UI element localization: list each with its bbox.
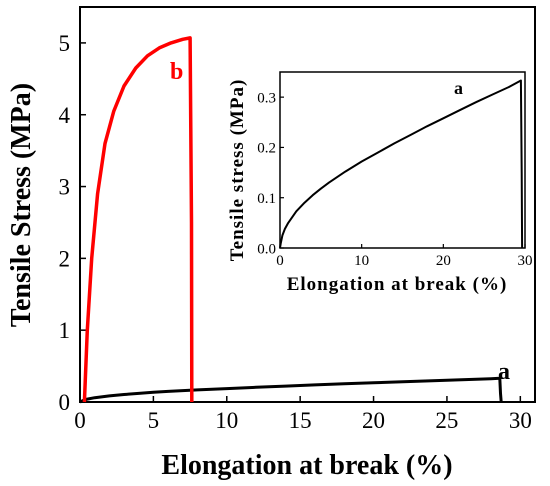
inset-x-tick-label: 10 bbox=[354, 253, 369, 269]
main-x-tick-label: 30 bbox=[509, 408, 532, 433]
main-x-axis-title: Elongation at break (%) bbox=[161, 450, 452, 481]
main-series-group bbox=[79, 36, 503, 404]
main-x-tick-label: 5 bbox=[148, 408, 160, 433]
main-y-axis-title: Tensile Stress (MPa) bbox=[6, 83, 37, 327]
main-y-tick-label: 1 bbox=[59, 318, 71, 343]
main-y-tick-label: 2 bbox=[59, 246, 71, 271]
inset-y-tick-label: 0.0 bbox=[257, 241, 276, 257]
series-a-label: a bbox=[498, 359, 510, 385]
series-b-label: b bbox=[170, 59, 183, 85]
inset-series-a-label: a bbox=[454, 78, 463, 98]
inset-series-a-line bbox=[279, 79, 524, 249]
inset-y-ticks: 0.0 0.1 0.2 0.3 bbox=[257, 90, 284, 257]
main-y-tick-label: 3 bbox=[59, 175, 71, 200]
inset-series-group bbox=[279, 79, 524, 249]
inset-chart: 0 10 20 30 0.0 0.1 0.2 0.3 a Elongation at bre… bbox=[227, 71, 533, 295]
main-x-tick-label: 15 bbox=[289, 408, 312, 433]
inset-y-tick-label: 0.2 bbox=[257, 141, 276, 157]
main-y-ticks: 0 1 2 3 4 5 bbox=[59, 31, 86, 415]
main-x-tick-label: 25 bbox=[435, 408, 458, 433]
main-x-ticks: 0 5 10 15 20 25 30 bbox=[74, 396, 532, 433]
inset-y-tick-label: 0.1 bbox=[257, 191, 276, 207]
inset-y-tick-label: 0.3 bbox=[257, 90, 276, 106]
inset-x-tick-label: 0 bbox=[276, 253, 284, 269]
main-chart: 0 5 10 15 20 25 30 0 1 2 3 4 5 b a Elongation at br… bbox=[6, 6, 536, 481]
main-series-a-line bbox=[79, 376, 503, 404]
main-y-tick-label: 5 bbox=[59, 31, 71, 56]
inset-x-axis-title: Elongation at break (%) bbox=[287, 274, 508, 295]
main-x-tick-label: 10 bbox=[215, 408, 238, 433]
main-y-tick-label: 4 bbox=[59, 103, 71, 128]
inset-plot-frame bbox=[279, 71, 526, 249]
main-x-tick-label: 20 bbox=[362, 408, 385, 433]
inset-x-tick-label: 30 bbox=[518, 253, 533, 269]
main-plot-frame bbox=[79, 6, 536, 403]
inset-x-tick-label: 20 bbox=[436, 253, 451, 269]
main-series-b-line bbox=[82, 36, 194, 403]
main-x-tick-label: 0 bbox=[74, 408, 86, 433]
main-y-tick-label: 0 bbox=[59, 390, 71, 415]
inset-y-axis-title: Tensile stress (MPa) bbox=[227, 79, 248, 262]
